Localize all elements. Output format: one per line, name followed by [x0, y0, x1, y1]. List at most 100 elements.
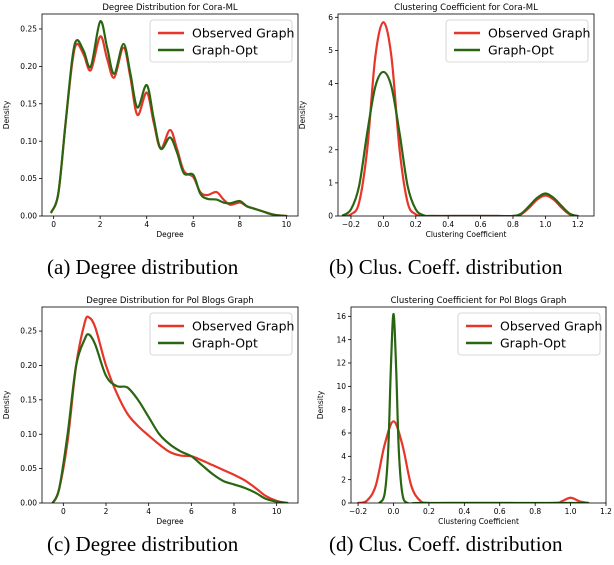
y-tick-label: 0.25: [20, 327, 37, 336]
plot-frame: [350, 306, 607, 504]
x-axis-label: Degree: [156, 230, 184, 239]
legend-box: [457, 312, 601, 356]
legend-label-opt: Graph-Opt: [500, 336, 566, 351]
series-line-observed: [356, 420, 590, 503]
x-tick-label: 1.2: [600, 507, 612, 516]
series-line-opt: [50, 20, 288, 216]
legend-box: [445, 19, 589, 63]
x-tick-label: 6: [189, 507, 194, 516]
plot-frame: [41, 13, 299, 217]
y-tick-label: 0.05: [20, 174, 37, 183]
x-tick-label: 0.4: [458, 507, 470, 516]
chart-panel-4: Clustering Coefficient for Pol Blogs Gra…: [316, 296, 612, 526]
series-line-observed: [341, 21, 579, 216]
x-tick-label: 4: [144, 220, 149, 229]
caption-d: (d) Clus. Coeff. distribution: [329, 532, 563, 556]
y-tick-label: 0.20: [20, 62, 37, 71]
x-tick-label: 8: [237, 220, 242, 229]
y-tick-label: 12: [336, 359, 346, 368]
x-tick-label: −0.2: [349, 507, 367, 516]
series-line-opt: [341, 70, 579, 216]
x-tick-label: 2: [98, 220, 103, 229]
chart-title: Degree Distribution for Cora-ML: [102, 3, 238, 13]
plot-frame: [337, 13, 595, 217]
x-axis-label: Degree: [156, 517, 184, 526]
y-tick-label: 0.00: [20, 212, 37, 221]
x-tick-label: 0.4: [442, 220, 454, 229]
x-tick-label: 0.8: [507, 220, 519, 229]
caption-a: (a) Degree distribution: [47, 255, 239, 279]
legend-label-observed: Observed Graph: [500, 319, 602, 334]
chart-panel-3: Degree Distribution for Pol Blogs Graph 0…: [2, 296, 299, 526]
legend-label-opt: Graph-Opt: [192, 43, 258, 58]
x-tick-label: 2: [104, 507, 109, 516]
x-axis-label: Clustering Coefficient: [438, 517, 519, 526]
x-tick-label: 0.0: [377, 220, 389, 229]
y-tick-label: 3: [328, 112, 333, 121]
x-tick-label: 8: [232, 507, 237, 516]
legend-label-observed: Observed Graph: [192, 319, 294, 334]
y-tick-label: 0.20: [20, 361, 37, 370]
y-tick-label: 5: [328, 46, 333, 55]
chart-panel-1: Degree Distribution for Cora-ML 0 2 4 6 8 10 0.…: [2, 3, 299, 239]
y-tick-label: 16: [336, 312, 346, 321]
x-tick-label: 0: [61, 507, 66, 516]
y-tick-label: 6: [341, 429, 346, 438]
series-line-observed: [51, 315, 289, 503]
x-tick-label: 0.6: [475, 220, 487, 229]
y-tick-label: 10: [336, 382, 346, 391]
x-tick-label: 10: [272, 507, 282, 516]
legend-box: [149, 312, 293, 356]
y-tick-label: 0.15: [20, 99, 37, 108]
x-tick-label: 0.2: [410, 220, 422, 229]
y-tick-label: 0: [328, 212, 333, 221]
chart-title: Clustering Coefficient for Cora-ML: [394, 3, 538, 13]
legend-label-observed: Observed Graph: [192, 26, 294, 41]
x-tick-label: 10: [282, 220, 292, 229]
x-tick-label: 0: [51, 220, 56, 229]
chart-title: Clustering Coefficient for Pol Blogs Gra…: [391, 296, 567, 306]
x-tick-label: −0.2: [342, 220, 360, 229]
y-tick-label: 0.05: [20, 464, 37, 473]
x-tick-label: 0.0: [388, 507, 400, 516]
x-tick-label: 1.2: [572, 220, 584, 229]
y-axis-label: Density: [2, 100, 11, 129]
y-tick-label: 0.10: [20, 137, 37, 146]
x-tick-label: 0.6: [494, 507, 506, 516]
y-tick-label: 4: [328, 79, 333, 88]
series-line-opt: [378, 312, 590, 503]
y-tick-label: 0.15: [20, 395, 37, 404]
x-tick-label: 1.0: [565, 507, 577, 516]
caption-c: (c) Degree distribution: [47, 532, 239, 556]
y-tick-label: 4: [341, 452, 346, 461]
y-axis-label: Density: [2, 390, 11, 419]
y-tick-label: 1: [328, 178, 333, 187]
legend-box: [149, 19, 293, 63]
y-axis-label: Density: [316, 390, 325, 419]
chart-panel-2: Clustering Coefficient for Cora-ML −0.2 0.…: [298, 3, 595, 239]
x-tick-label: 1.0: [539, 220, 551, 229]
y-tick-label: 14: [336, 335, 346, 344]
x-tick-label: 4: [146, 507, 151, 516]
caption-b: (b) Clus. Coeff. distribution: [329, 255, 563, 279]
legend-label-opt: Graph-Opt: [192, 336, 258, 351]
y-tick-label: 8: [341, 405, 346, 414]
x-tick-label: 6: [191, 220, 196, 229]
plot-frame: [41, 306, 299, 504]
y-tick-label: 0.00: [20, 499, 37, 508]
y-tick-label: 0.10: [20, 430, 37, 439]
legend-label-observed: Observed Graph: [488, 26, 590, 41]
series-line-opt: [51, 333, 289, 503]
y-axis-label: Density: [298, 100, 307, 129]
y-tick-label: 2: [328, 145, 333, 154]
legend-label-opt: Graph-Opt: [488, 43, 554, 58]
x-axis-label: Clustering Coefficient: [426, 230, 507, 239]
x-tick-label: 0.8: [529, 507, 541, 516]
y-tick-label: 0: [341, 499, 346, 508]
y-tick-label: 6: [328, 13, 333, 22]
y-tick-label: 0.25: [20, 25, 37, 34]
y-tick-label: 2: [341, 475, 346, 484]
x-tick-label: 0.2: [423, 507, 435, 516]
chart-title: Degree Distribution for Pol Blogs Graph: [86, 296, 253, 306]
